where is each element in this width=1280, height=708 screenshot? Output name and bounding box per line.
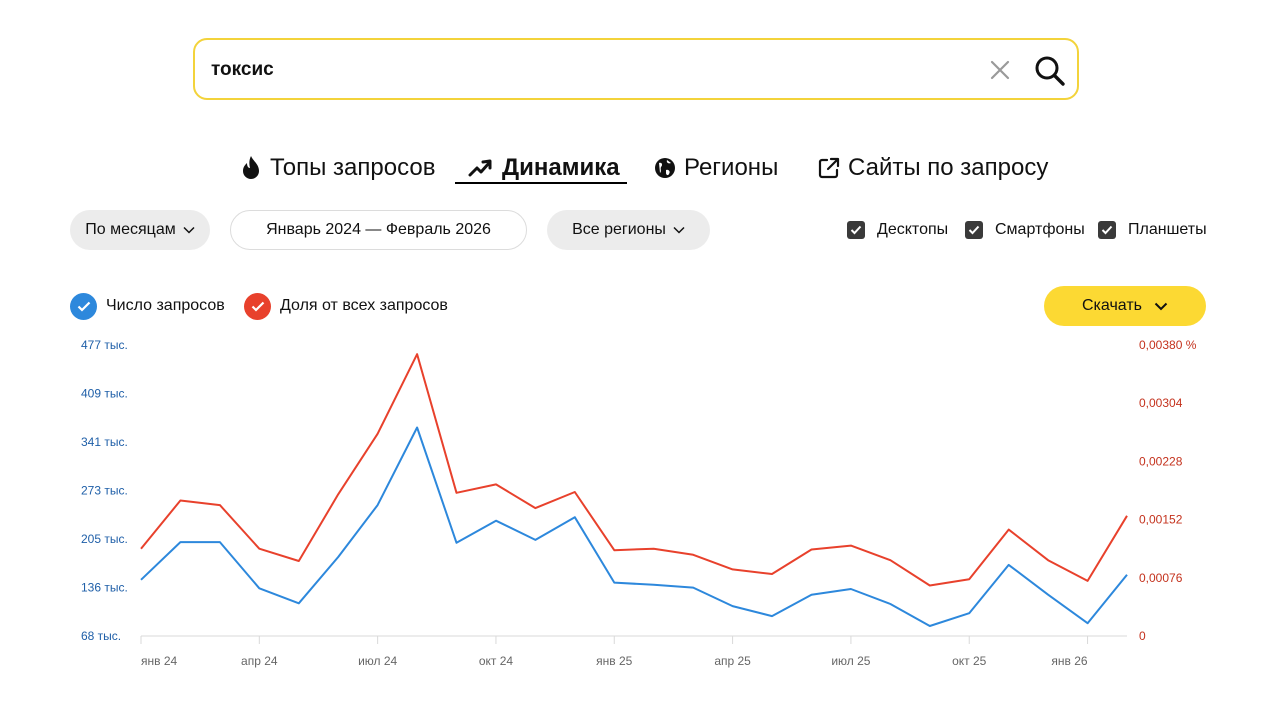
tab-tops[interactable]: Топы запросов xyxy=(240,150,435,186)
y-left-tick-label: 273 тыс. xyxy=(81,484,128,498)
clear-icon[interactable] xyxy=(989,59,1011,81)
tab-regions-label: Регионы xyxy=(684,154,779,181)
x-tick-label: апр 25 xyxy=(714,654,751,668)
region-select-label: Все регионы xyxy=(572,221,666,238)
date-range-picker[interactable]: Январь 2024 — Февраль 2026 xyxy=(230,210,527,250)
y-right-tick-label: 0,00076 xyxy=(1139,571,1183,585)
device-tablet-checkbox[interactable]: Планшеты xyxy=(1098,220,1207,240)
series-line-count xyxy=(140,426,1128,627)
check-icon xyxy=(70,292,97,320)
y-left-tick-label: 341 тыс. xyxy=(81,435,128,449)
checkbox-checked-icon xyxy=(965,221,983,239)
device-desktop-checkbox[interactable]: Десктопы xyxy=(847,220,948,240)
y-left-tick-label: 409 тыс. xyxy=(81,387,128,401)
search-icon[interactable] xyxy=(1033,54,1067,88)
period-select[interactable]: По месяцам xyxy=(70,210,210,250)
region-select[interactable]: Все регионы xyxy=(547,210,710,250)
period-select-label: По месяцам xyxy=(85,221,176,238)
search-input[interactable]: токсис xyxy=(211,59,274,80)
y-right-tick-label: 0,00304 xyxy=(1139,396,1183,410)
x-tick-label: янв 26 xyxy=(1051,654,1088,668)
device-smartphone-checkbox[interactable]: Смартфоны xyxy=(965,220,1085,240)
chevron-down-icon xyxy=(1154,302,1168,310)
y-right-tick-label: 0 xyxy=(1139,629,1146,643)
legend-share-toggle[interactable]: Доля от всех запросов xyxy=(244,292,448,320)
chevron-down-icon xyxy=(673,226,685,234)
y-right-tick-label: 0,00228 xyxy=(1139,454,1183,468)
x-tick-label: июл 24 xyxy=(358,654,397,668)
x-tick-label: окт 24 xyxy=(479,654,514,668)
tab-regions[interactable]: Регионы xyxy=(654,150,778,186)
flame-icon xyxy=(243,156,259,179)
download-button[interactable]: Скачать xyxy=(1044,286,1206,326)
tab-sites[interactable]: Сайты по запросу xyxy=(818,150,1048,186)
check-icon xyxy=(244,292,271,320)
tab-tops-label: Топы запросов xyxy=(270,154,436,181)
device-smartphone-label: Смартфоны xyxy=(995,221,1085,238)
trend-arrow-icon xyxy=(468,159,492,177)
y-left-tick-label: 205 тыс. xyxy=(81,532,128,546)
x-tick-label: янв 25 xyxy=(596,654,633,668)
active-tab-underline xyxy=(455,182,627,184)
tab-dynamics-label: Динамика xyxy=(502,154,620,181)
y-left-tick-label: 136 тыс. xyxy=(81,581,128,595)
y-left-tick-label: 68 тыс. xyxy=(81,629,121,643)
y-left-tick-label: 477 тыс. xyxy=(81,338,128,352)
date-range-label: Январь 2024 — Февраль 2026 xyxy=(266,221,491,238)
x-tick-label: янв 24 xyxy=(141,654,178,668)
x-tick-label: апр 24 xyxy=(241,654,278,668)
y-right-tick-label: 0,00380 % xyxy=(1139,338,1197,352)
legend-count-label: Число запросов xyxy=(106,297,225,314)
checkbox-checked-icon xyxy=(847,221,865,239)
device-tablet-label: Планшеты xyxy=(1128,221,1207,238)
globe-icon xyxy=(655,158,675,178)
tab-dynamics[interactable]: Динамика xyxy=(468,150,620,186)
tabs-bar: Топы запросов Динамика Регионы Сайты по … xyxy=(0,150,1280,190)
checkbox-checked-icon xyxy=(1098,221,1116,239)
chevron-down-icon xyxy=(183,226,195,234)
external-link-icon xyxy=(818,157,840,179)
device-desktop-label: Десктопы xyxy=(877,221,949,238)
y-right-tick-label: 0,00152 xyxy=(1139,513,1183,527)
download-label: Скачать xyxy=(1082,297,1142,314)
legend-count-toggle[interactable]: Число запросов xyxy=(70,292,225,320)
series-line-share xyxy=(140,353,1128,587)
legend-share-label: Доля от всех запросов xyxy=(280,297,448,314)
x-tick-label: окт 25 xyxy=(952,654,987,668)
search-box[interactable]: токсис xyxy=(193,38,1079,100)
dynamics-chart: янв 24 апр 24 июл 24 окт 24 янв 25 апр 25 июл … xyxy=(81,338,1197,668)
tab-sites-label: Сайты по запросу xyxy=(848,154,1049,181)
x-tick-label: июл 25 xyxy=(831,654,870,668)
